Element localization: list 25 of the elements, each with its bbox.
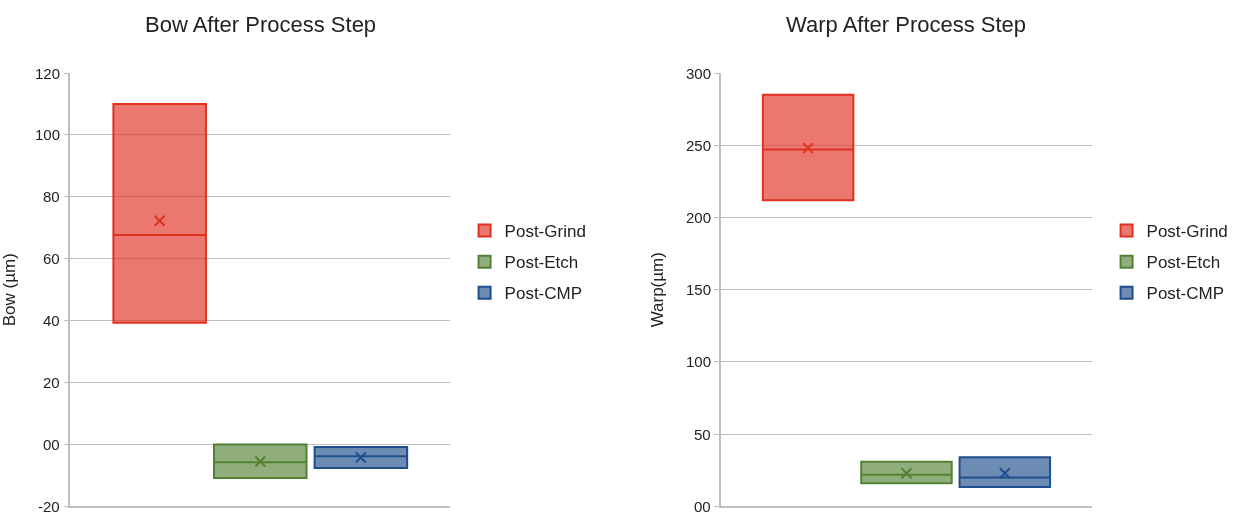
legend-label: Post-Etch	[1146, 253, 1221, 273]
y-tick-label: 20	[43, 374, 60, 391]
y-tick-label: 100	[686, 353, 712, 370]
y-tick-label: -20	[38, 498, 60, 515]
y-tick-label: 50	[694, 426, 711, 443]
chart-title: Warp After Process Step	[786, 12, 1027, 37]
y-tick-label: 40	[43, 312, 60, 329]
y-tick-label: 120	[35, 65, 61, 82]
legend-label: Post-CMP	[504, 284, 583, 304]
legend-label: Post-Grind	[1146, 222, 1228, 242]
y-tick-label: 200	[686, 209, 712, 226]
y-tick-label: 300	[686, 65, 712, 82]
y-axis-title: Bow (µm)	[0, 253, 19, 327]
y-tick-label: 80	[43, 188, 60, 205]
y-tick-label: 60	[43, 250, 60, 267]
y-tick-label: 00	[694, 498, 711, 515]
legend-label: Post-Etch	[504, 253, 579, 273]
y-axis-title: Warp(µm)	[648, 252, 668, 328]
chart-title: Bow After Process Step	[145, 12, 377, 37]
legend-label: Post-CMP	[1146, 284, 1225, 304]
y-tick-label: 100	[35, 126, 61, 143]
legend-label: Post-Grind	[504, 222, 586, 242]
y-tick-label: 250	[686, 137, 712, 154]
y-tick-label: 150	[686, 281, 712, 298]
y-tick-label: 00	[43, 436, 60, 453]
